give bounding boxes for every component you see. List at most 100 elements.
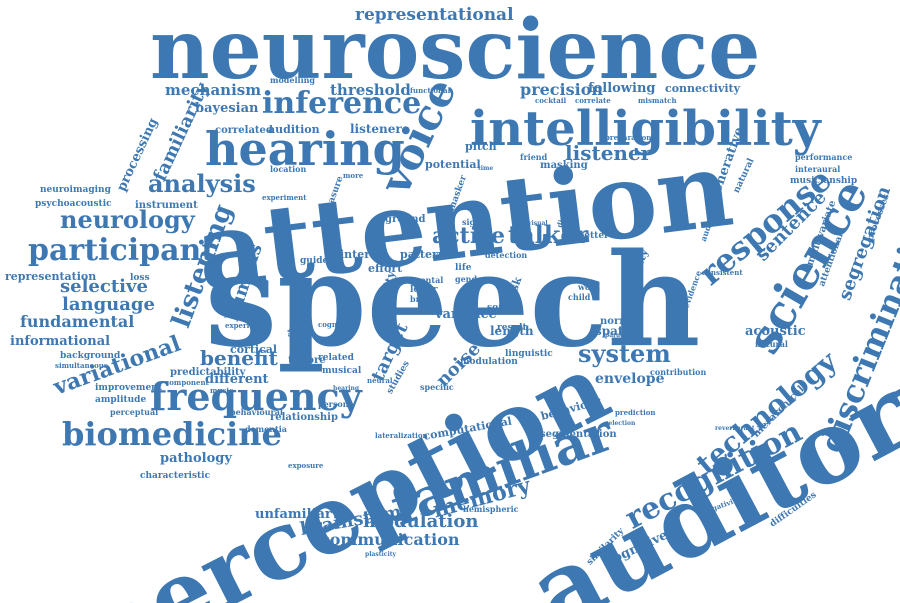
word-contribution: reverberant (715, 425, 755, 432)
word-model: spatial (595, 324, 641, 338)
word-communication: communication (320, 530, 460, 549)
word-biomedicine: biomedicine (62, 415, 282, 453)
word-fundamental: fundamental (20, 312, 134, 331)
word-talker: talker (508, 220, 589, 249)
word-loss: life (455, 263, 472, 273)
word-masking: potential (425, 158, 481, 171)
word-child: word (577, 282, 600, 292)
word-activity: normal (600, 316, 640, 327)
word-following: following (588, 81, 655, 96)
word-lower: brain (410, 294, 434, 304)
word-modelling: functional (410, 86, 451, 95)
word-system: system (578, 339, 671, 368)
word-speech: speech (205, 226, 700, 376)
word-neural: modulation (460, 357, 518, 367)
word-linguistic: time (478, 165, 493, 172)
word-task: lower (410, 285, 438, 295)
word-cortical: cortical (230, 343, 277, 356)
word-different: different (205, 372, 269, 387)
word-participant: participant (28, 233, 215, 268)
word-perceptual: improvement (95, 383, 163, 393)
word-pattern: interval (340, 248, 388, 261)
word-negativity: natural (755, 339, 788, 349)
word-duration: consistent (702, 268, 743, 277)
word-context: paradigm (605, 332, 638, 339)
word-cognition: experience (225, 321, 268, 330)
word-representation: representation (5, 270, 96, 283)
word-friend: detection (485, 250, 527, 260)
word-predictability: component (165, 378, 210, 387)
word-time: mental (412, 275, 443, 285)
word-frequency: frequency (150, 374, 363, 419)
word-measure: location (270, 164, 307, 174)
word-paradigm: selection (605, 420, 636, 427)
word-correlate: cocktail (535, 96, 566, 105)
word-preparation: exposure (288, 461, 324, 470)
word-instrument: instrument (135, 200, 198, 211)
word-behavioural: perceptual (110, 407, 158, 417)
word-cocktail: masking (540, 160, 588, 171)
word-musicianship: performance (795, 152, 852, 162)
word-effort: pattern (400, 248, 446, 261)
word-structure: music (210, 386, 233, 395)
word-threshold: threshold (330, 81, 411, 99)
word-signal: friend (520, 152, 548, 162)
word-bayesian: bayesian (195, 101, 259, 116)
word-temporal: listener (565, 141, 652, 165)
word-hemispheric: plasticity (365, 551, 396, 558)
word-psychoacoustic: psychoacoustic (35, 199, 112, 209)
word-length: sound (487, 303, 518, 313)
word-person: neural (367, 376, 393, 385)
word-acoustic: acoustic (745, 324, 806, 339)
word-more: variance (434, 307, 497, 322)
word-representational: representational (355, 5, 514, 25)
word-related: musical (322, 366, 362, 376)
word-informational: informational (10, 334, 110, 349)
word-background: background (60, 351, 121, 361)
word-hearing: hearing (205, 122, 405, 176)
word-inference: inference (262, 86, 421, 121)
word-interaural: dementia (245, 424, 287, 434)
word-neuroimaging: neuroimaging (40, 185, 112, 195)
word-precision: precision (520, 80, 603, 99)
word-potential: pitch (465, 140, 497, 153)
word-pathology: pathology (160, 451, 232, 466)
word-active: active (432, 223, 505, 249)
word-damage: hearing (333, 385, 360, 392)
word-ability: cognition (318, 320, 355, 329)
word-amplitude: predictability (170, 367, 247, 378)
word-improvement: amplitude (95, 395, 146, 405)
word-multivariate: interaural (795, 164, 840, 174)
word-dementia: relationship (270, 412, 338, 423)
word-normal: better (578, 231, 609, 241)
word-attentional: musicianship (790, 176, 857, 186)
word-disease: linguistic (505, 349, 553, 359)
word-guided: related (318, 353, 355, 363)
word-specific: person (318, 399, 349, 409)
word-sound: result (497, 323, 527, 333)
word-mismatch: correlate (575, 96, 611, 105)
word-language: language (62, 294, 155, 315)
word-selection: visual (527, 220, 548, 227)
word-gender: experiment (262, 193, 307, 202)
word-interval: guided (300, 256, 335, 266)
word-detection: loss (130, 273, 150, 283)
word-variance: prediction (615, 408, 656, 417)
word-characteristic: characteristic (140, 471, 211, 481)
word-modulation: modulation (363, 511, 478, 532)
word-similarity: segmentation (540, 429, 617, 440)
word-music: ground (385, 214, 425, 225)
word-location: more (343, 171, 364, 180)
word-life: gender (455, 274, 487, 284)
word-neuroscience: neuroscience (150, 2, 760, 98)
word-listener: listener (350, 122, 402, 136)
word-unfamiliar: unfamiliar (255, 507, 332, 522)
word-connectivity: connectivity (665, 82, 741, 95)
word-analysis: analysis (148, 169, 256, 198)
word-relationship: behavioural (230, 407, 283, 417)
word-simultaneous: simultaneous (55, 361, 108, 370)
word-envelope: envelope (595, 371, 665, 387)
word-mental: contribution (650, 367, 706, 377)
word-better: child (568, 292, 591, 302)
